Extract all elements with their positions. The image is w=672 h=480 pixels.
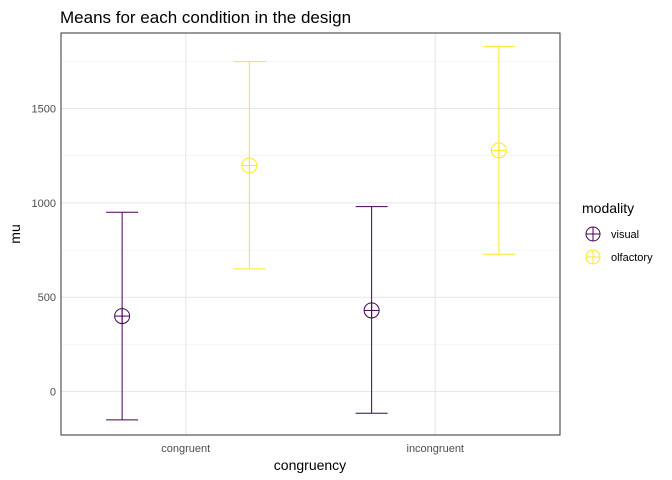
y-tick-label: 500	[38, 292, 56, 304]
legend-item-visual: visual	[585, 226, 639, 242]
legend: modality visual olfactory	[582, 200, 653, 265]
legend-title: modality	[582, 200, 634, 216]
x-tick-label: incongruent	[407, 443, 465, 455]
x-tick-label: congruent	[161, 443, 210, 455]
y-tick-label: 1000	[32, 198, 56, 210]
y-tick-label: 1500	[32, 103, 56, 115]
point-visual-congruent	[106, 211, 139, 421]
legend-item-olfactory: olfactory	[585, 249, 653, 265]
y-tick-labels: 0 500 1000 1500	[32, 103, 56, 398]
x-tick-labels: congruent incongruent	[161, 443, 464, 455]
marks	[106, 46, 515, 421]
point-visual-incongruent	[355, 206, 388, 414]
legend-label: visual	[611, 229, 639, 241]
point-olfactory-congruent	[233, 61, 266, 270]
y-axis-title: mu	[7, 224, 23, 243]
x-axis-title: congruency	[274, 457, 346, 473]
y-tick-label: 0	[50, 387, 56, 399]
grid	[61, 33, 560, 435]
legend-label: olfactory	[611, 252, 653, 264]
point-olfactory-incongruent	[482, 46, 515, 255]
chart-title: Means for each condition in the design	[60, 8, 351, 27]
panel-border	[60, 32, 561, 436]
